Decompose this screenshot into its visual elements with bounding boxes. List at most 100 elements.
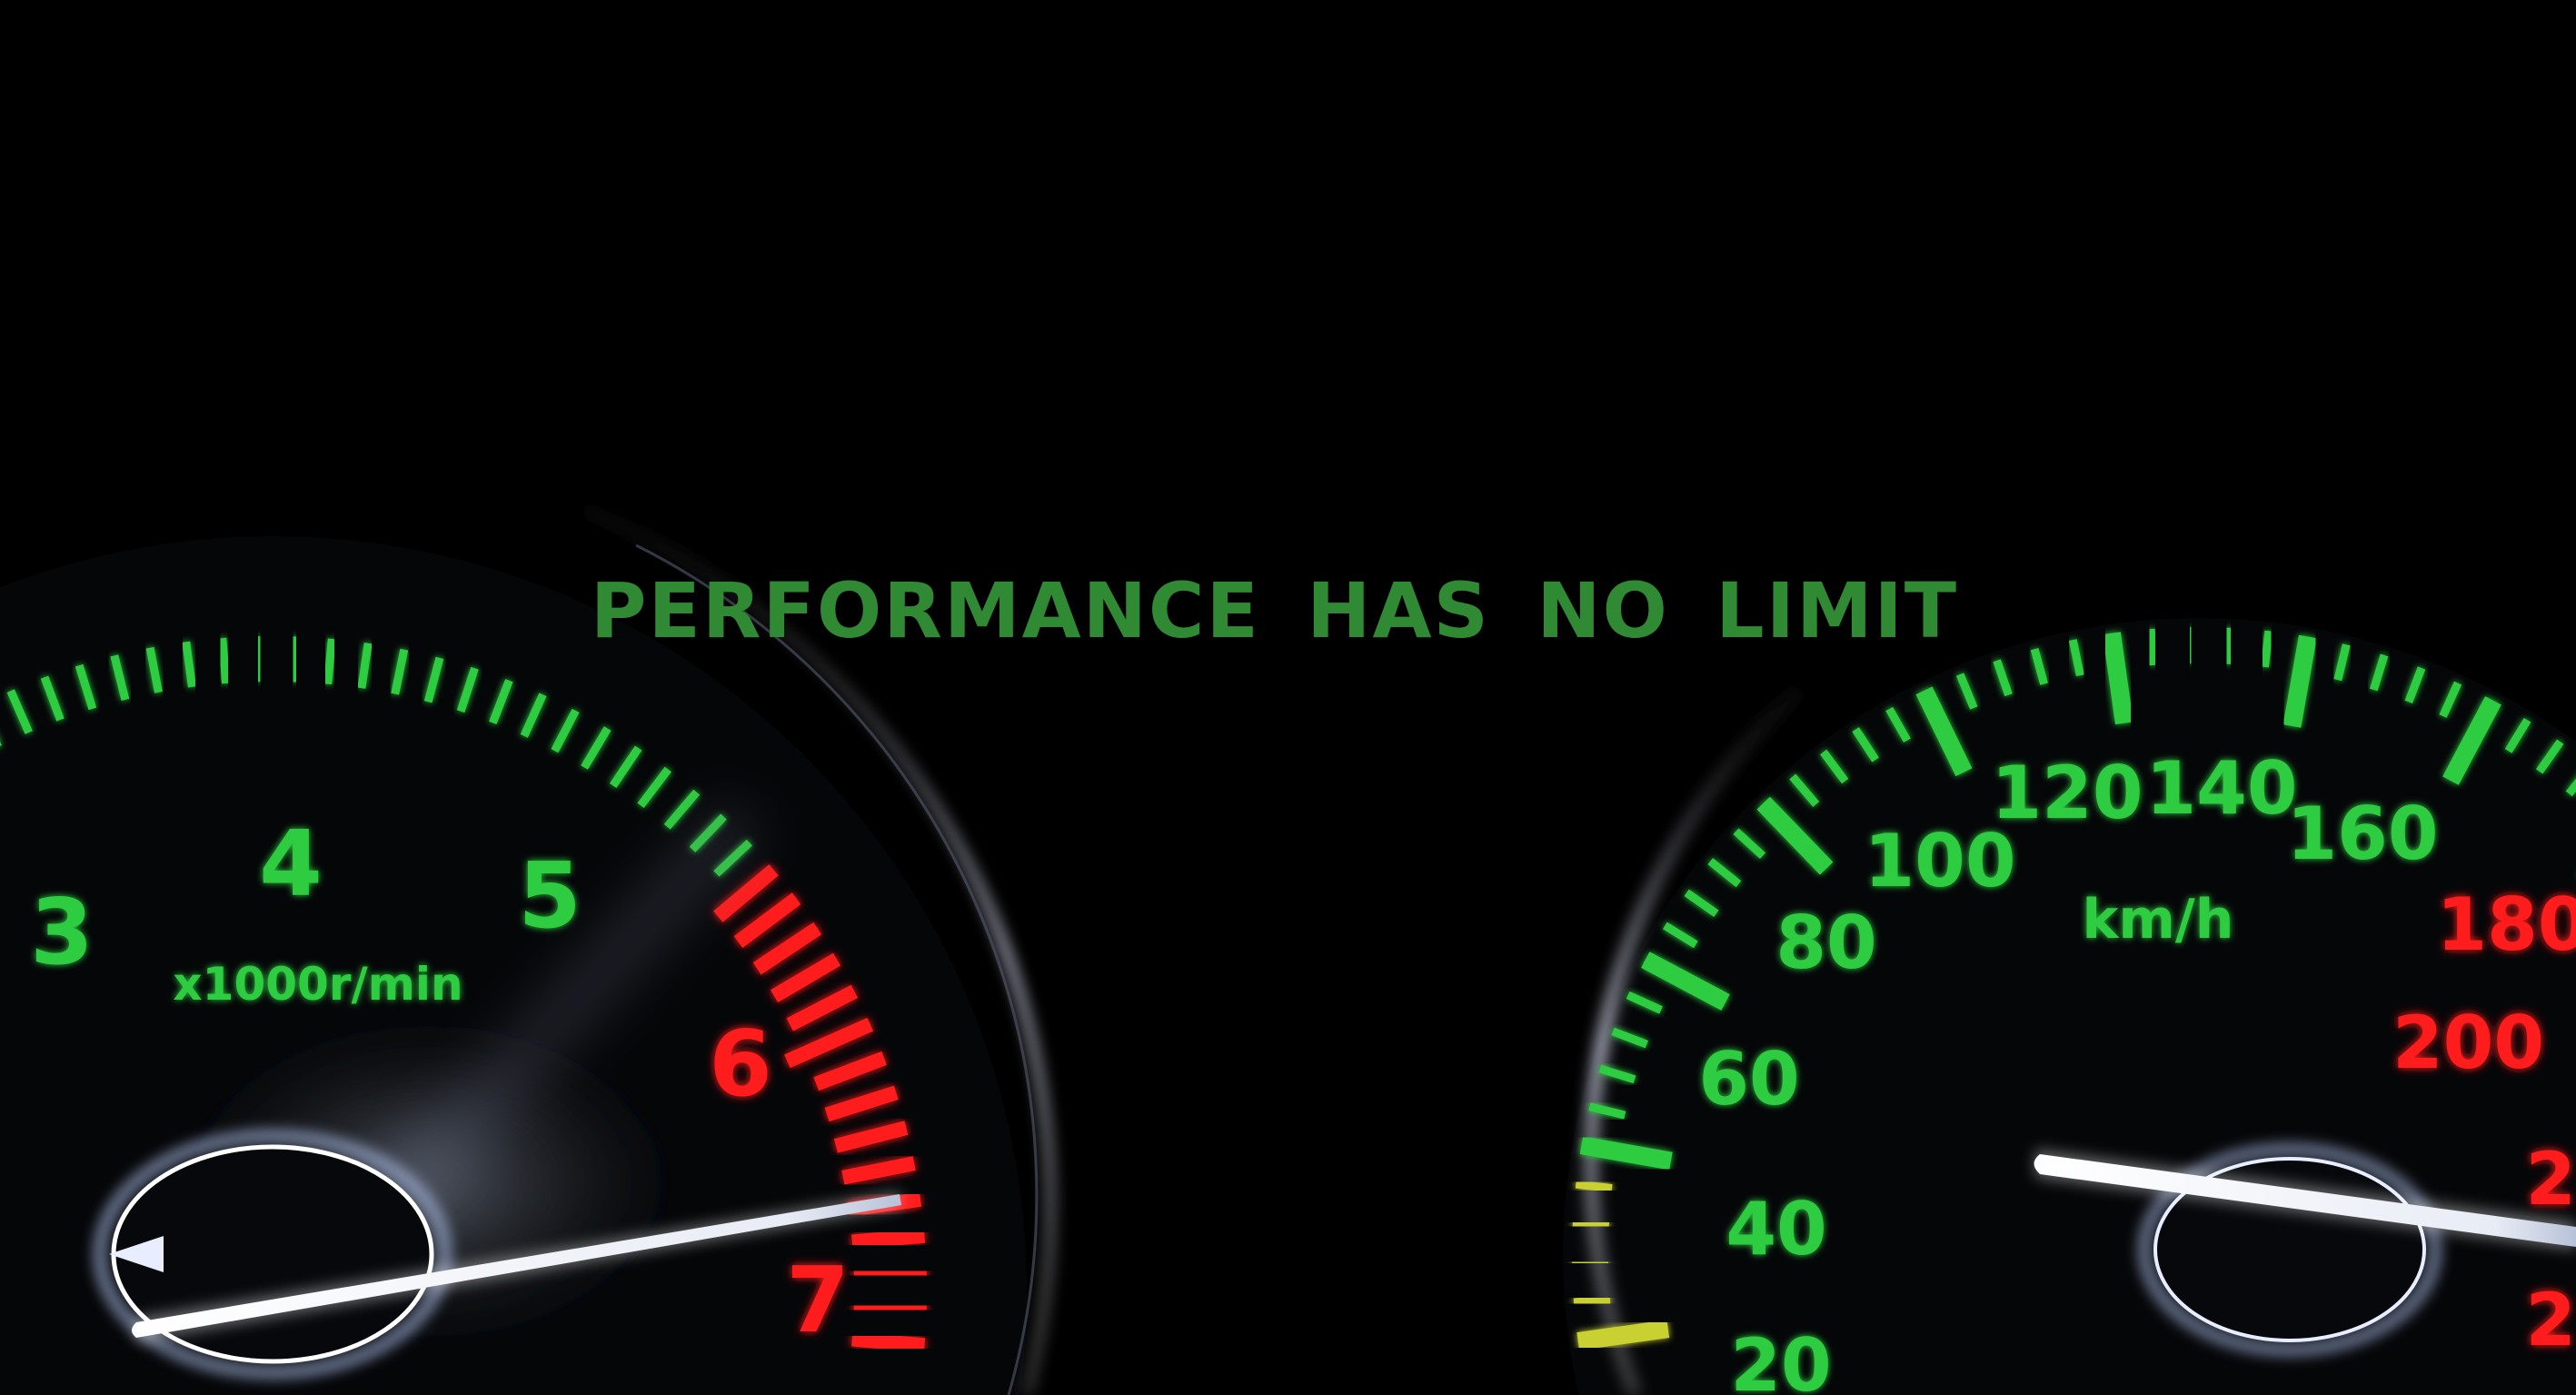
- tachometer-tick: [851, 1228, 926, 1250]
- tachometer-tick: [581, 726, 612, 770]
- speedometer-tick: [1756, 796, 1834, 875]
- speedometer-tick: [1852, 727, 1879, 762]
- tachometer-tick: [323, 638, 336, 685]
- speedometer-tick: [2442, 696, 2501, 785]
- speedometer-tick: [2333, 643, 2351, 682]
- speedometer-tick: [1572, 1219, 1609, 1230]
- tachometer-tick: [254, 636, 264, 683]
- speedometer-tick: [1684, 889, 1719, 917]
- tachometer-tick: [218, 637, 231, 684]
- speedometer-tick: [1820, 749, 1849, 784]
- tachometer-tick: [770, 952, 841, 1003]
- tachometer-tick: [663, 789, 701, 830]
- speedometer-number: 60: [1698, 1037, 1799, 1121]
- speedometer-tick: [1572, 1258, 1609, 1268]
- tachometer-needle: [132, 1192, 901, 1341]
- speedometer-ticks: [1572, 627, 2576, 1350]
- tachometer-ticks: [0, 636, 927, 1353]
- speedometer-number: 160: [2287, 792, 2439, 876]
- tachometer-tick: [182, 641, 196, 688]
- tachometer-tick: [853, 1264, 927, 1282]
- tachometer-tick: [357, 643, 373, 689]
- speedometer-number: 120: [1992, 751, 2143, 835]
- speedometer-needle: [2034, 1150, 2576, 1250]
- speedometer-number: 140: [2146, 746, 2298, 831]
- speedometer-tick: [2260, 630, 2273, 668]
- tachometer-tick: [520, 693, 547, 738]
- speedometer-number: 180: [2437, 882, 2576, 967]
- tachometer-tick: [786, 984, 859, 1031]
- tachometer-tick: [813, 1051, 887, 1091]
- speedometer-tick: [2103, 632, 2133, 725]
- tachometer-tick: [40, 675, 65, 722]
- speedometer-number: 20: [1730, 1323, 1831, 1395]
- tachometer-number: 7: [786, 1247, 850, 1353]
- speedometer-tick: [1993, 659, 2013, 697]
- speedometer-tick: [1573, 1295, 1611, 1307]
- tachometer-tick: [853, 1299, 927, 1317]
- tachometer-tick: [833, 1121, 909, 1153]
- speedometer-tick: [2223, 627, 2234, 664]
- speedometer-tick: [2030, 647, 2048, 685]
- speedometer-tick: [2146, 628, 2158, 666]
- tachometer-tick: [713, 864, 779, 922]
- speedometer-tick: [1641, 952, 1730, 1011]
- speedometer-tick: [1575, 1180, 1613, 1193]
- tachometer-tick: [733, 892, 801, 949]
- speedometer-tick: [1885, 706, 1911, 743]
- tachometer-hub: [95, 1131, 450, 1377]
- speedometer-tick: [1598, 1064, 1636, 1084]
- speedometer-tick: [2504, 717, 2531, 753]
- tachometer-tick: [423, 656, 444, 703]
- headline-text: PERFORMANCE HAS NO LIMIT: [590, 566, 1959, 655]
- tachometer-tick: [110, 654, 130, 701]
- speedometer-tick: [1955, 673, 1978, 710]
- tachometer-tick: [851, 1331, 926, 1353]
- speedometer-tick: [1588, 1102, 1626, 1120]
- tachometer-tick: [391, 648, 409, 695]
- speedometer-tick: [1733, 828, 1766, 860]
- tachometer-number: 4: [259, 811, 323, 917]
- speedometer-tick: [1626, 991, 1663, 1014]
- speedometer-tick: [1576, 1320, 1670, 1350]
- tachometer-tick: [784, 1017, 874, 1069]
- tachometer-tick: [145, 646, 163, 693]
- speedometer-number: 40: [1726, 1187, 1826, 1271]
- speedometer-tick: [1662, 922, 1698, 949]
- speedometer-tick: [2565, 778, 2576, 797]
- tachometer-tick: [637, 766, 671, 809]
- speedometer-tick: [1611, 1027, 1648, 1049]
- tachometer-tick: [289, 636, 300, 683]
- tachometer-unit-label: x1000r/min: [173, 958, 462, 1011]
- speedometer-unit-label: km/h: [2082, 888, 2233, 952]
- tachometer-gauge: 3 4 5 6 7 x1000r/min: [0, 504, 1056, 1395]
- tachometer-tick: [456, 666, 479, 713]
- speedometer-tick: [2536, 739, 2564, 774]
- tachometer-number: 3: [30, 879, 94, 985]
- speedometer-tick: [2068, 639, 2084, 677]
- speedometer-tick: [1579, 1136, 1673, 1171]
- tachometer-tick: [75, 663, 97, 711]
- speedometer-tick: [1915, 686, 1973, 777]
- speedometer-tick: [2185, 627, 2195, 664]
- tachometer-tick: [551, 708, 580, 753]
- tachometer-tick: [609, 745, 642, 789]
- speedometer-tick: [2439, 681, 2462, 718]
- tachometer-number: 5: [518, 842, 582, 949]
- speedometer-number: 80: [1775, 901, 1876, 985]
- tachometer-tick: [824, 1085, 899, 1122]
- speedometer-tick: [2404, 666, 2426, 703]
- tachometer-numbers: 3 4 5 6 7: [30, 811, 850, 1353]
- speedometer-rim: [1585, 685, 1804, 1395]
- tachometer-tick: [6, 689, 33, 734]
- tachometer-number: 6: [709, 1011, 772, 1117]
- speedometer-tick: [1707, 858, 1742, 888]
- speedometer-number: 2: [2525, 1137, 2576, 1221]
- speedometer-tick: [1789, 773, 1820, 807]
- speedometer-number: 200: [2392, 1001, 2544, 1085]
- speedometer-number: 2: [2525, 1278, 2576, 1362]
